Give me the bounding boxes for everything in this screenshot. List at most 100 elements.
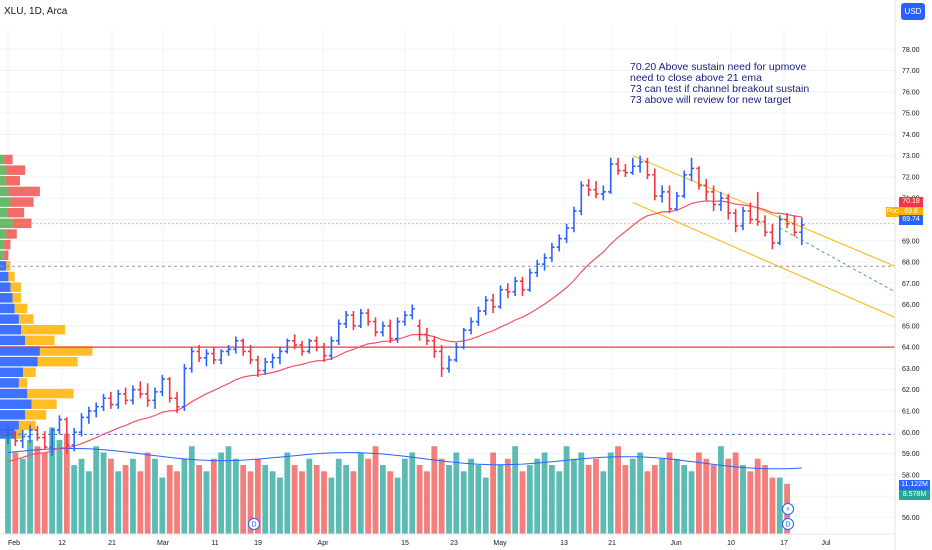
volume-bar-up (277, 477, 283, 534)
time-axis[interactable]: Feb 12 21 Mar 11 19 Apr 15 23 May 13 21 Jun 10 17 Jul (0, 533, 895, 547)
time-tick-label: 17 (780, 540, 788, 547)
price-axis-bg (896, 0, 932, 550)
ohlc-bar-down (755, 191, 761, 226)
profile-row-down (7, 207, 25, 218)
ohlc-bar-up (681, 170, 687, 199)
last-price-tag: 69.74 (899, 215, 923, 225)
ohlc-bar-up (630, 157, 636, 175)
profile-row-down (18, 314, 34, 324)
ohlc-bar-down (791, 215, 798, 237)
ohlc-bar-down (247, 345, 254, 365)
ohlc-bar-up (608, 157, 614, 194)
volume-bar-up (93, 446, 100, 534)
volume-bar-up (306, 458, 313, 534)
volume-bar-down (438, 458, 445, 534)
ohlc-bar-down (240, 338, 246, 356)
ohlc-bar-up (578, 181, 584, 216)
volume-bar-up (629, 458, 636, 534)
profile-row-down (4, 154, 13, 165)
ohlc-bar-up (453, 342, 459, 363)
profile-row-down (10, 197, 34, 207)
profile-row-up (0, 229, 7, 239)
profile-row-down (25, 335, 55, 346)
volume-bar-up (718, 446, 724, 534)
falling-channel (632, 155, 896, 318)
profile-row-down (3, 250, 9, 261)
level-lines (0, 223, 895, 435)
volume-bar-up (446, 465, 452, 534)
ohlc-bar-up (71, 428, 77, 452)
volume-bar-up (556, 471, 563, 534)
ohlc-bar-down (519, 276, 526, 297)
volume-bar-down (291, 465, 298, 534)
profile-row-down (18, 378, 28, 388)
ohlc-bar-up (336, 319, 342, 346)
profile-row-up (0, 399, 32, 409)
volume-bar-up (460, 471, 467, 534)
ohlc-bar-up (564, 223, 570, 243)
currency-badge[interactable]: USD (901, 3, 925, 20)
ohlc-bar-up (468, 317, 474, 335)
profile-row-up (0, 261, 7, 271)
ohlc-bar-down (167, 376, 173, 403)
profile-row-up (0, 282, 11, 292)
profile-row-down (12, 293, 21, 303)
ohlc-bar-down (145, 383, 151, 407)
profile-row-down (14, 303, 28, 314)
price-tick-label: 68.00 (902, 260, 920, 267)
volume-bar-up (71, 465, 78, 534)
time-tick-label: Mar (157, 540, 170, 547)
volume-bar-up (343, 465, 349, 534)
ohlc-bar-up (86, 406, 92, 424)
ohlc-bar-up (358, 308, 364, 328)
ohlc-bar-up (718, 191, 724, 211)
annotation-note[interactable]: 70.20 Above sustain need for upmove need… (630, 62, 809, 106)
time-tick-label: 23 (450, 540, 458, 547)
ohlc-bar-up (203, 349, 210, 367)
volume-bar-down (12, 452, 19, 534)
volume-bar-down (255, 458, 261, 534)
price-axis[interactable]: 56.0057.0058.0059.0060.0061.0062.0063.00… (894, 0, 932, 550)
volume-bar-down (490, 452, 496, 534)
profile-row-up (0, 303, 15, 314)
price-tick-label: 77.00 (902, 68, 920, 75)
time-tick-label: Apr (318, 540, 330, 547)
ohlc-bar-down (417, 319, 423, 341)
price-tick-label: 63.00 (902, 366, 920, 373)
volume-bar-up (482, 477, 489, 534)
volume-bar-up (335, 458, 342, 534)
volume-bar-down (41, 452, 48, 534)
time-tick-label: 12 (58, 540, 66, 547)
profile-row-down (6, 165, 26, 175)
ohlc-bar-up (740, 206, 746, 231)
ohlc-bar-up (534, 259, 540, 277)
ohlc-bar-up (233, 336, 239, 354)
ohlc-bar-up (189, 347, 195, 373)
ohlc-bar-down (696, 166, 702, 190)
volume-bar-up (232, 458, 239, 534)
symbol-title[interactable]: XLU, 1D, Arca (4, 6, 68, 17)
volume-bar-up (453, 452, 460, 534)
volume-bar-up (468, 458, 474, 534)
ohlc-bar-up (475, 306, 481, 326)
volume-bar-down (166, 465, 173, 534)
volume-bars (5, 427, 802, 534)
ohlc-bar-up (100, 393, 107, 411)
ohlc-bar-down (196, 345, 202, 363)
profile-row-up (0, 165, 7, 175)
ohlc-bar-up (78, 413, 85, 437)
volume-bar-up (56, 439, 63, 534)
profile-row-down (6, 229, 17, 239)
ohlc-bar-up (225, 345, 232, 356)
volume-bar-up (188, 446, 195, 534)
ohlc-bar-up (512, 276, 518, 297)
ohlc-bar-up (461, 328, 467, 350)
time-tick-label: 11 (211, 540, 218, 547)
volume-bar-up (225, 446, 232, 534)
ohlc-bar-down (622, 164, 628, 177)
volume-bar-up (85, 471, 92, 534)
profile-row-up (0, 324, 21, 335)
volume-bar-down (247, 471, 254, 534)
profile-row-up (0, 410, 26, 420)
